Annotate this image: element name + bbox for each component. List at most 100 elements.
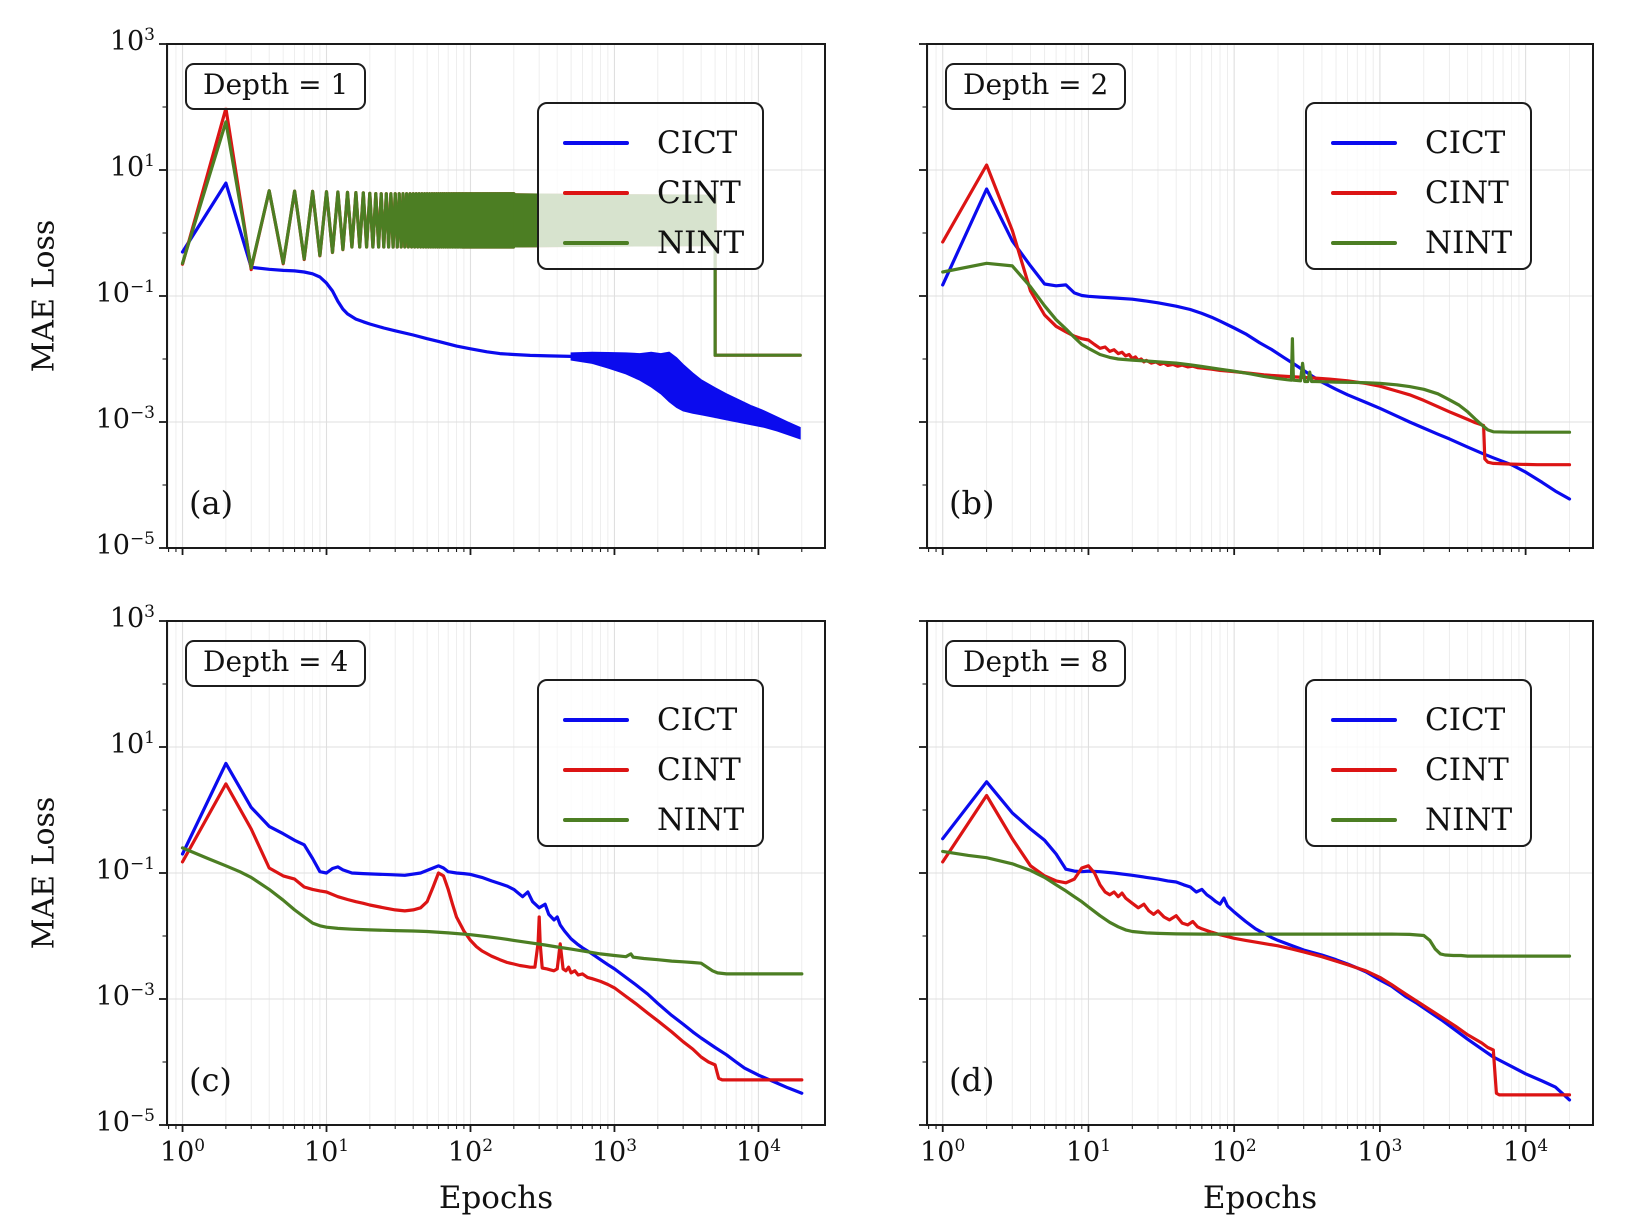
legend-b: CICT CINT NINT [1305, 102, 1532, 270]
tick-exponent: 3 [144, 25, 155, 45]
y-tick-power: 101 [109, 151, 155, 183]
legend-item-nint: NINT [563, 220, 762, 266]
tick-base: 10 [95, 404, 130, 435]
axis-ticks [919, 620, 1571, 1132]
legend-label-cint: CINT [657, 752, 741, 788]
panel-letter-a: (a) [189, 484, 233, 522]
depth-badge-label: Depth = 1 [203, 68, 349, 101]
tick-exponent: 0 [954, 1136, 966, 1156]
legend-item-cint: CINT [563, 170, 762, 216]
panel-letter-c: (c) [189, 1061, 232, 1099]
tick-base: 10 [109, 152, 145, 183]
x-tick-power: 100 [159, 1136, 205, 1168]
x-axis-label-text: Epochs [1202, 1180, 1318, 1216]
series-layer [180, 761, 804, 1095]
cict-curve [941, 187, 1572, 501]
cict-curve [180, 761, 804, 1095]
legend-label-nint: NINT [1425, 802, 1513, 838]
legend-item-cict: CICT [1331, 697, 1530, 743]
x-tick-label: 103 [1340, 1136, 1420, 1168]
tick-base: 10 [95, 855, 130, 886]
y-axis-label: MAE Loss [27, 220, 62, 373]
x-tick-power: 102 [1211, 1136, 1257, 1168]
series-layer [941, 780, 1572, 1102]
cict-swatch [1331, 718, 1397, 722]
depth-badge-c: Depth = 4 [185, 640, 367, 687]
legend-label-cict: CICT [657, 125, 738, 161]
tick-base: 10 [1503, 1137, 1538, 1168]
y-tick-power: 10−3 [95, 403, 155, 435]
nint-swatch [1331, 818, 1397, 822]
x-tick-label: 102 [430, 1136, 510, 1168]
cint-curve [180, 782, 804, 1082]
cict-swatch [563, 718, 629, 722]
y-tick-label: 10−1 [75, 277, 155, 309]
cict-curve [941, 780, 1572, 1102]
legend-d: CICT CINT NINT [1305, 679, 1532, 847]
y-tick-power: 103 [109, 25, 155, 57]
nint-curve [180, 120, 253, 270]
x-tick-power: 101 [1066, 1136, 1112, 1168]
tick-exponent: 1 [1100, 1136, 1112, 1156]
legend-item-nint: NINT [563, 797, 762, 843]
nint-swatch [1331, 241, 1397, 245]
axis-ticks [919, 43, 1571, 555]
depth-badge-a: Depth = 1 [185, 63, 367, 110]
legend-item-cint: CINT [1331, 747, 1530, 793]
panel-letter-d: (d) [949, 1061, 994, 1099]
y-tick-label: 10−5 [75, 529, 155, 561]
y-tick-label: 10−3 [75, 980, 155, 1012]
legend-a: CICT CINT NINT [537, 102, 764, 270]
axis-ticks [159, 620, 803, 1132]
nint-swatch [563, 241, 629, 245]
legend-label-cint: CINT [657, 175, 741, 211]
x-axis-label: Epochs [1203, 1180, 1317, 1216]
tick-base: 10 [159, 1137, 195, 1168]
tick-exponent: −5 [129, 1106, 155, 1126]
x-tick-label: 100 [903, 1136, 983, 1168]
panel-letter-text: (c) [189, 1061, 232, 1099]
tick-exponent: −5 [129, 529, 155, 549]
legend-item-cict: CICT [563, 697, 762, 743]
tick-base: 10 [95, 278, 130, 309]
x-tick-power: 100 [920, 1136, 966, 1168]
panel-letter-text: (b) [949, 484, 995, 522]
tick-base: 10 [95, 981, 130, 1012]
cict-swatch [563, 141, 629, 145]
y-tick-power: 103 [109, 602, 155, 634]
panel-letter-b: (b) [949, 484, 994, 522]
tick-exponent: −1 [129, 277, 155, 297]
depth-badge-label: Depth = 2 [963, 68, 1109, 101]
tick-base: 10 [735, 1137, 771, 1168]
legend-label-nint: NINT [1425, 225, 1513, 261]
x-axis-label: Epochs [439, 1180, 553, 1216]
legend-label-cict: CICT [657, 702, 738, 738]
nint-swatch [563, 818, 629, 822]
tick-base: 10 [109, 603, 145, 634]
tick-base: 10 [1211, 1137, 1246, 1168]
legend-label-nint: NINT [657, 802, 745, 838]
tick-exponent: 3 [144, 602, 155, 622]
y-axis-label-text: MAE Loss [26, 796, 62, 950]
x-tick-label: 102 [1194, 1136, 1274, 1168]
y-tick-power: 10−1 [95, 854, 155, 886]
y-tick-label: 101 [75, 728, 155, 760]
x-tick-power: 103 [1357, 1136, 1403, 1168]
tick-exponent: 4 [1537, 1136, 1549, 1156]
cint-swatch [563, 191, 629, 195]
depth-badge-label: Depth = 8 [963, 645, 1109, 678]
tick-exponent: 3 [626, 1136, 638, 1156]
y-tick-label: 103 [75, 25, 155, 57]
cint-swatch [1331, 768, 1397, 772]
cict-band [570, 351, 801, 440]
tick-exponent: 2 [482, 1136, 494, 1156]
tick-exponent: −3 [129, 403, 155, 423]
tick-exponent: 3 [1391, 1136, 1403, 1156]
y-tick-label: 103 [75, 602, 155, 634]
tick-base: 10 [109, 26, 145, 57]
nint-curve [941, 849, 1572, 958]
legend-label-nint: NINT [657, 225, 745, 261]
x-tick-label: 104 [718, 1136, 798, 1168]
axis-ticks [159, 43, 803, 555]
